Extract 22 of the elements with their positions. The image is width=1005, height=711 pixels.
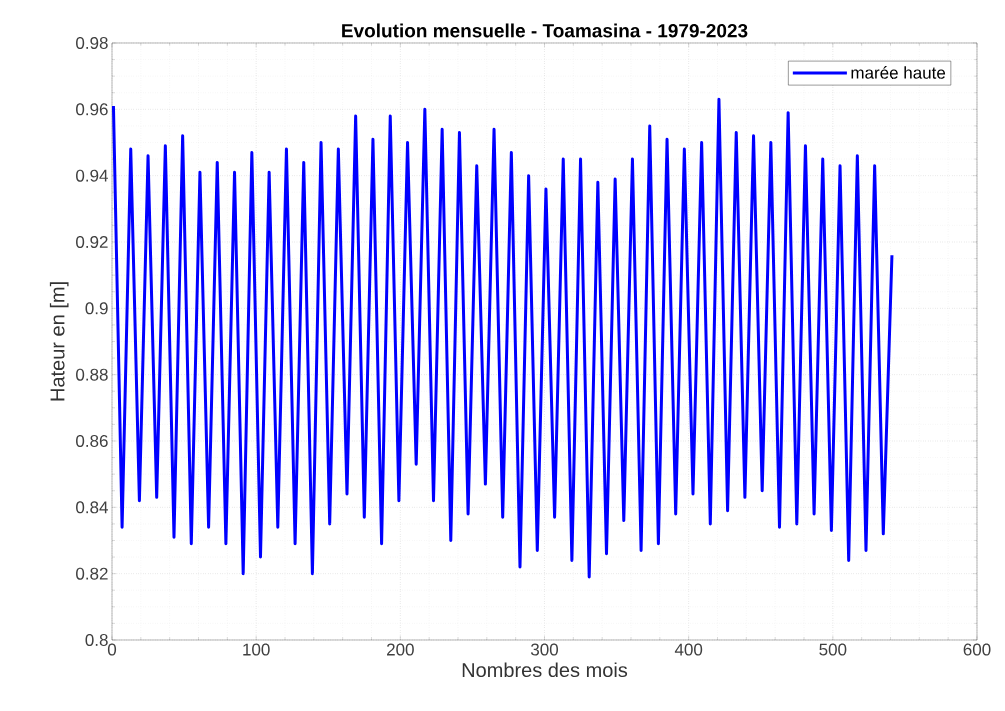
chart-title: Evolution mensuelle - Toamasina - 1979-2023 [342, 23, 748, 38]
x-tick-label: 600 [963, 643, 991, 656]
y-tick-label: 0.92 [76, 235, 108, 249]
y-tick-label: 0.9 [85, 302, 108, 315]
y-tick-label: 0.88 [76, 368, 108, 381]
y-tick-label: 0.98 [76, 36, 108, 50]
y-tick-label: 0.96 [76, 103, 108, 116]
y-axis-title: Hateur en [m] [49, 282, 69, 401]
y-tick-label: 0.86 [76, 434, 108, 448]
y-tick-label: 0.82 [76, 567, 108, 580]
y-tick-label: 0.84 [76, 501, 108, 514]
x-tick-label: 500 [819, 643, 847, 656]
x-tick-label: 400 [674, 643, 703, 656]
legend-label: marée haute [851, 66, 946, 79]
x-tick-label: 100 [243, 643, 270, 656]
y-tick-label: 0.8 [85, 633, 108, 647]
x-tick-label: 0 [107, 643, 117, 656]
x-tick-label: 200 [387, 643, 414, 656]
x-axis-title: Nombres des mois [462, 662, 628, 678]
line-series [112, 97, 894, 579]
y-tick-label: 0.94 [76, 169, 108, 182]
x-tick-label: 300 [530, 643, 559, 656]
